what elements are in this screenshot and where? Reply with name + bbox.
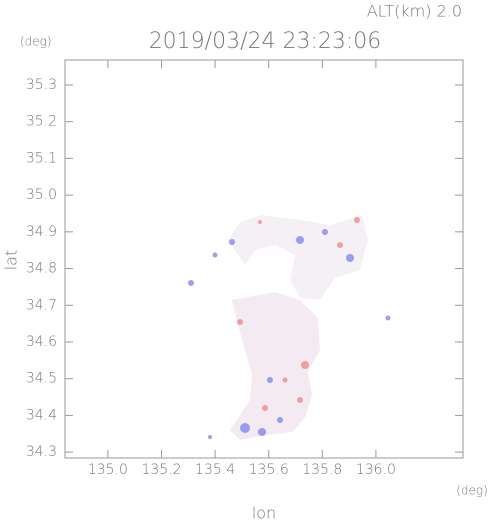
x-unit: (deg) xyxy=(456,484,488,498)
y-tick-label: 34.8 xyxy=(26,261,57,277)
altitude-label: ALT(km) 2.0 xyxy=(367,2,462,21)
y-tick-label: 35.3 xyxy=(26,77,57,93)
y-tick-label: 34.6 xyxy=(26,334,57,350)
x-tick-label: 135.6 xyxy=(249,462,289,478)
echo-field xyxy=(188,215,391,440)
x-tick-label: 136.0 xyxy=(356,462,396,478)
x-axis-label: lon xyxy=(252,504,276,522)
y-tick-label: 34.9 xyxy=(26,224,57,240)
y-tick-label: 35.0 xyxy=(26,187,57,203)
x-tick-label: 135.8 xyxy=(302,462,342,478)
x-tick-label: 135.4 xyxy=(195,462,235,478)
y-tick-label: 34.4 xyxy=(26,407,57,423)
x-tick-label: 135.2 xyxy=(141,462,181,478)
y-tick-label: 35.1 xyxy=(26,150,57,166)
plot-frame xyxy=(64,59,464,459)
y-unit: (deg) xyxy=(20,35,52,49)
y-tick-label: 35.2 xyxy=(26,114,57,130)
chart-title: 2019/03/24 23:23:06 xyxy=(149,29,382,54)
y-tick-label: 34.5 xyxy=(26,371,57,387)
y-axis-label: lat xyxy=(2,250,21,271)
x-tick-label: 135.0 xyxy=(88,462,128,478)
y-tick-label: 34.7 xyxy=(26,297,57,313)
y-tick-label: 34.3 xyxy=(26,444,57,460)
